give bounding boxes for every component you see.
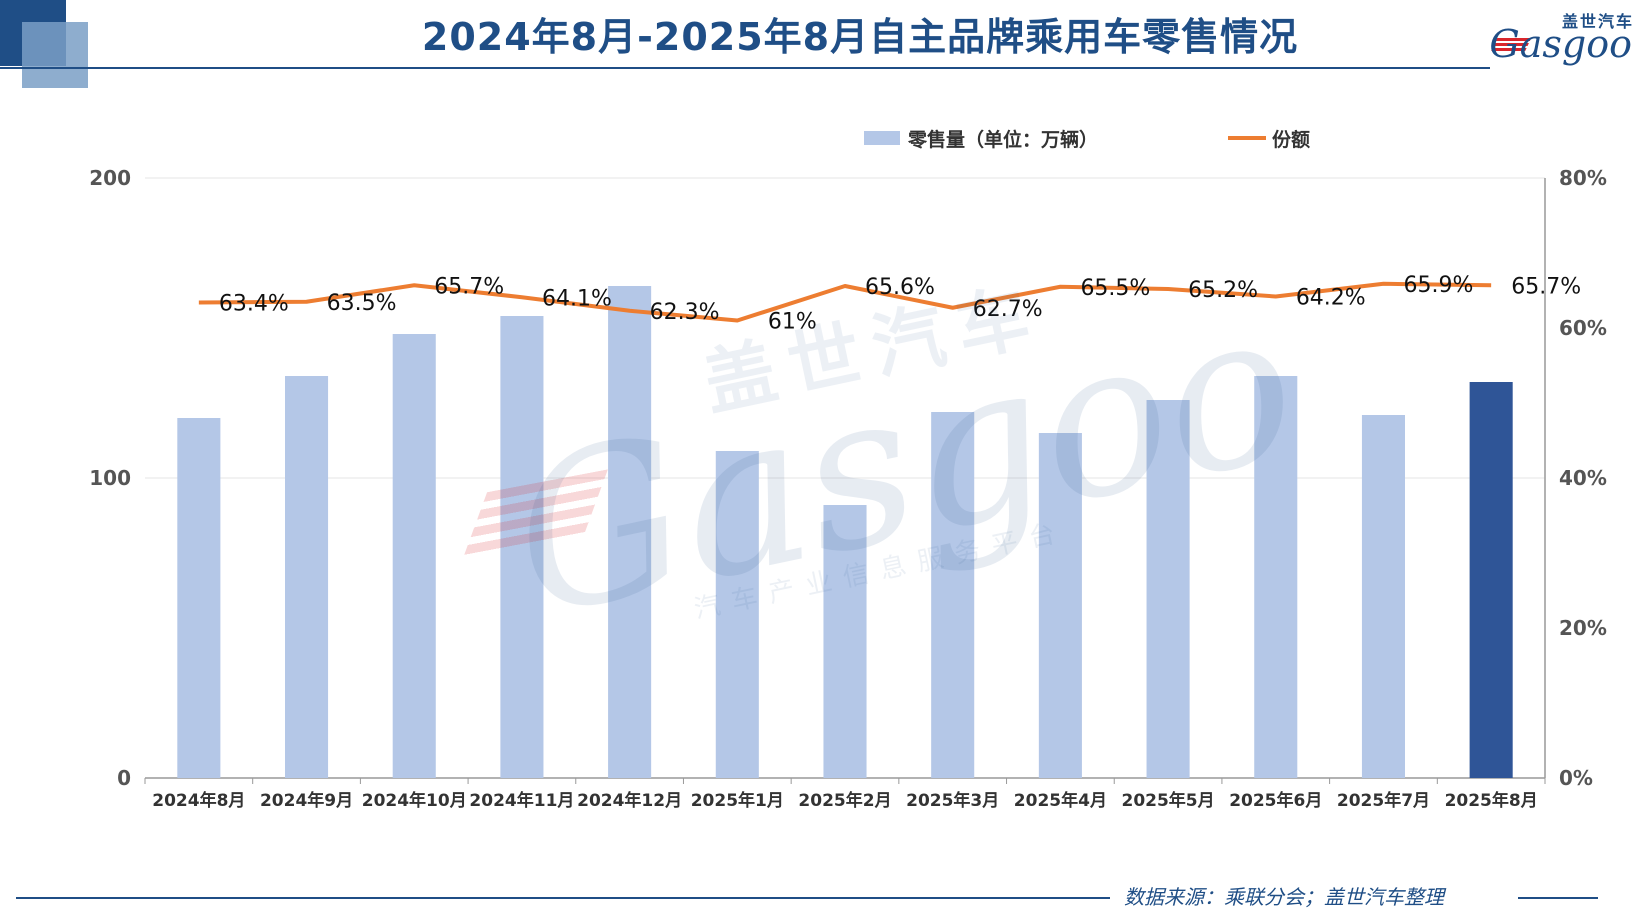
x-tick-label: 2024年8月 — [152, 790, 245, 811]
x-tick-label: 2024年10月 — [362, 790, 467, 811]
x-tick-label: 2024年11月 — [469, 790, 574, 811]
x-tick-label: 2025年7月 — [1337, 790, 1430, 811]
bar — [1038, 433, 1082, 778]
x-tick-label: 2024年9月 — [260, 790, 353, 811]
legend-label-bar: 零售量（单位：万辆） — [907, 128, 1098, 151]
logo-cn-text: 盖世汽车 — [1561, 12, 1634, 31]
y-right-tick-label: 60% — [1559, 316, 1607, 340]
bar — [715, 451, 759, 778]
share-data-label: 64.1% — [542, 286, 612, 311]
legend-label-line: 份额 — [1272, 128, 1310, 151]
share-data-label: 62.3% — [650, 300, 720, 325]
bar — [1254, 376, 1298, 778]
x-tick-label: 2025年5月 — [1121, 790, 1214, 811]
y-left-tick-label: 100 — [89, 466, 131, 490]
bar — [1146, 400, 1190, 778]
share-data-label: 65.2% — [1188, 278, 1258, 303]
bar — [608, 286, 652, 778]
corner-block-light — [22, 22, 88, 88]
x-tick-label: 2025年4月 — [1014, 790, 1107, 811]
y-left-tick-label: 200 — [89, 166, 131, 190]
x-tick-label: 2025年6月 — [1229, 790, 1322, 811]
y-right-tick-label: 80% — [1559, 166, 1607, 190]
x-tick-label: 2024年12月 — [577, 790, 682, 811]
share-line — [198, 281, 1492, 323]
share-data-label: 65.9% — [1404, 273, 1474, 298]
share-data-label: 63.4% — [219, 292, 289, 317]
y-right-tick-label: 0% — [1559, 766, 1593, 790]
bar — [392, 334, 436, 778]
share-data-label: 63.5% — [327, 291, 397, 316]
legend-swatch-bar — [864, 131, 900, 145]
retail-chart: 0 100 200 0% 20% 40% 60% 80% 2024年8月 2024年9月 2024年… — [89, 128, 1607, 811]
footer-divider-left — [16, 897, 1110, 899]
share-data-label: 65.7% — [1511, 274, 1581, 299]
bar — [1469, 382, 1513, 778]
data-source: 数据来源：乘联分会；盖世汽车整理 — [1124, 885, 1444, 909]
y-left-tick-label: 0 — [117, 766, 131, 790]
logo-en-text: Gasgoo — [1489, 22, 1632, 66]
bar — [931, 412, 975, 778]
bar — [823, 505, 867, 778]
share-data-label: 65.6% — [865, 275, 935, 300]
share-data-label: 65.7% — [434, 274, 504, 299]
x-tick-label: 2025年8月 — [1445, 790, 1538, 811]
page-title: 2024年8月-2025年8月自主品牌乘用车零售情况 — [421, 15, 1299, 59]
y-right-tick-label: 20% — [1559, 616, 1607, 640]
share-data-label: 65.5% — [1080, 276, 1150, 301]
x-tick-label: 2025年1月 — [691, 790, 784, 811]
footer-divider-right — [1518, 897, 1598, 899]
share-data-label: 61% — [768, 310, 817, 335]
bar — [1361, 415, 1405, 778]
bar — [500, 316, 544, 778]
bar — [285, 376, 329, 778]
x-tick-label: 2025年2月 — [798, 790, 891, 811]
gasgoo-logo: 盖世汽车 Gasgoo — [1489, 8, 1634, 68]
title-divider — [0, 67, 1490, 69]
y-right-tick-label: 40% — [1559, 466, 1607, 490]
x-tick-label: 2025年3月 — [906, 790, 999, 811]
bar — [177, 418, 221, 778]
share-data-label: 62.7% — [973, 297, 1043, 322]
share-data-label: 64.2% — [1296, 286, 1366, 311]
